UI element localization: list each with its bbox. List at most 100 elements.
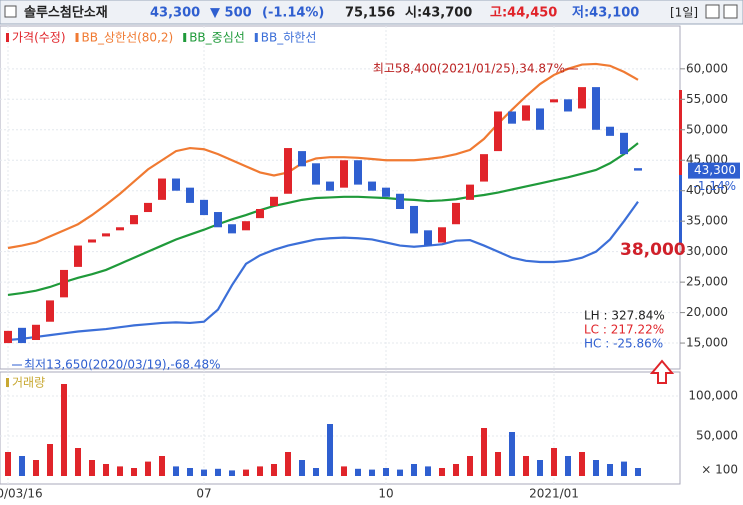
candle bbox=[564, 99, 572, 112]
candle bbox=[18, 327, 26, 344]
volume-bar bbox=[215, 468, 221, 476]
candle bbox=[550, 99, 558, 103]
volume-bar bbox=[341, 466, 347, 476]
volume-bar bbox=[495, 452, 501, 476]
candle bbox=[620, 132, 628, 155]
y-tick-label: 50,000 bbox=[696, 429, 738, 443]
y-tick-label: 25,000 bbox=[686, 275, 728, 289]
candle bbox=[214, 212, 222, 228]
high: 고:44,450 bbox=[490, 6, 557, 21]
legend-label: 가격(수정) bbox=[12, 31, 66, 45]
stat-line: LC : 217.22% bbox=[584, 323, 664, 337]
volume-bar bbox=[593, 460, 599, 476]
close-button[interactable] bbox=[723, 4, 738, 19]
volume-bar bbox=[159, 456, 165, 476]
volume-bar bbox=[243, 469, 249, 476]
volume-bar bbox=[481, 428, 487, 476]
volume-panel bbox=[0, 371, 681, 485]
candle bbox=[312, 163, 320, 185]
current-change: -1.14% bbox=[694, 179, 736, 193]
candle bbox=[494, 111, 502, 152]
candle bbox=[480, 154, 488, 182]
target-annotation: 38,000 bbox=[620, 240, 686, 260]
candle bbox=[606, 126, 614, 136]
volume-bar bbox=[383, 468, 389, 476]
current-price: 43,300 bbox=[694, 163, 736, 177]
candle bbox=[158, 178, 166, 200]
y-tick-label: 30,000 bbox=[686, 244, 728, 258]
y-tick-label: 50,000 bbox=[686, 122, 728, 136]
change-pct: (-1.14%) bbox=[262, 6, 324, 21]
candle bbox=[74, 245, 82, 267]
candle bbox=[144, 202, 152, 213]
volume-bar bbox=[397, 469, 403, 476]
x-tick-label: 2020/03/16 bbox=[0, 487, 43, 501]
candle bbox=[284, 148, 292, 194]
volume-bar bbox=[411, 464, 417, 476]
volume-bar bbox=[187, 468, 193, 476]
volume-bar bbox=[565, 456, 571, 476]
header-bar bbox=[0, 0, 743, 25]
volume-bar bbox=[425, 466, 431, 476]
x-tick-label: 07 bbox=[196, 487, 211, 501]
candle bbox=[438, 227, 446, 243]
candle bbox=[326, 181, 334, 191]
volume-bar bbox=[19, 456, 25, 476]
maximize-button[interactable] bbox=[705, 4, 720, 19]
bb-line bbox=[7, 201, 639, 342]
unit-label: × 100 bbox=[701, 463, 738, 477]
candle bbox=[634, 168, 642, 171]
current-price-box bbox=[688, 162, 740, 179]
candle bbox=[410, 205, 418, 234]
candle bbox=[424, 230, 432, 246]
candle bbox=[116, 227, 124, 231]
checkbox[interactable] bbox=[4, 5, 17, 18]
range-bar-up bbox=[679, 90, 682, 175]
stat-line: HC : -25.86% bbox=[584, 337, 663, 351]
legend-label: BB_상한선(80,2) bbox=[82, 31, 174, 45]
y-tick-label: 15,000 bbox=[686, 336, 728, 350]
candle bbox=[354, 160, 362, 185]
bb-line bbox=[7, 62, 639, 250]
volume-bar bbox=[453, 464, 459, 476]
volume-bar bbox=[5, 452, 11, 476]
candle bbox=[298, 151, 306, 167]
x-tick-label: 10 bbox=[378, 487, 393, 501]
candle bbox=[88, 239, 96, 243]
legend-swatch bbox=[6, 378, 9, 387]
legend-label: BB_하한선 bbox=[261, 31, 317, 45]
volume-bar bbox=[257, 466, 263, 476]
volume-bar bbox=[327, 424, 333, 476]
candle bbox=[466, 184, 474, 200]
y-tick-label: 55,000 bbox=[686, 92, 728, 106]
candle bbox=[60, 269, 68, 298]
volume-bar bbox=[271, 464, 277, 476]
candle bbox=[130, 215, 138, 225]
volume-bar bbox=[117, 466, 123, 476]
candle bbox=[578, 87, 586, 109]
volume-bar bbox=[285, 452, 291, 476]
candle bbox=[270, 196, 278, 206]
candle bbox=[592, 87, 600, 130]
candle bbox=[186, 187, 194, 203]
candle bbox=[368, 181, 376, 191]
volume-bar bbox=[299, 460, 305, 476]
legend-swatch bbox=[75, 33, 79, 42]
range-bar-down bbox=[679, 175, 682, 245]
price: 43,300 bbox=[150, 6, 200, 21]
stock-name: 솔루스첨단소재 bbox=[24, 5, 108, 21]
legend-label: 거래량 bbox=[12, 376, 45, 390]
candle bbox=[4, 330, 12, 344]
volume-bar bbox=[173, 466, 179, 476]
up-arrow bbox=[649, 359, 675, 384]
candle bbox=[256, 208, 264, 219]
open: 시:43,700 bbox=[405, 6, 472, 21]
volume-bar bbox=[621, 461, 627, 476]
volume-bar bbox=[537, 460, 543, 476]
low-annotation: 최저13,650(2020/03/19),-68.48% bbox=[24, 358, 221, 372]
bb-line bbox=[7, 142, 639, 297]
legend-label: BB_중심선 bbox=[189, 31, 245, 45]
period[interactable]: [1일] bbox=[670, 6, 698, 20]
